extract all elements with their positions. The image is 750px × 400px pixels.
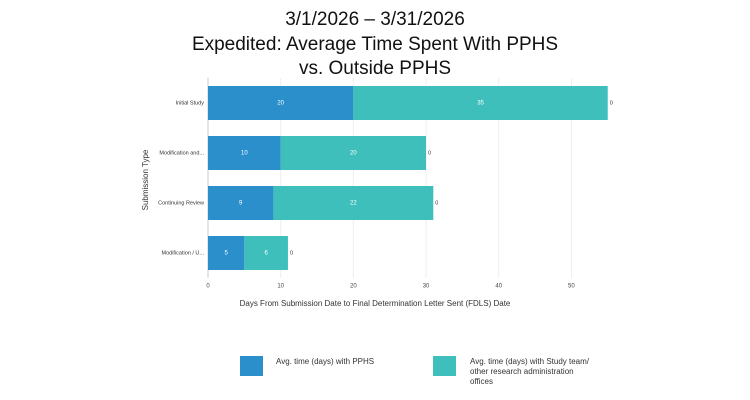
value-label: 10 [241,151,248,157]
bar-segment [208,186,274,220]
x-tick-label: 50 [568,284,575,290]
end-label: 0 [428,150,431,156]
legend-swatch [433,356,456,376]
y-tick-label: Initial Study [176,100,205,106]
y-tick-label: Modification and... [159,150,204,156]
legend-swatch [240,356,263,376]
value-label: 5 [224,251,228,257]
y-axis-label: Submission Type [141,149,150,210]
y-tick-label: Continuing Review [158,200,204,206]
x-tick-label: 10 [277,284,284,290]
bar-segment [208,136,281,170]
bar-segment [273,186,434,220]
end-label: 0 [290,250,293,256]
value-label: 22 [350,201,357,207]
value-label: 20 [350,151,357,157]
x-tick-label: 0 [206,284,210,290]
y-tick-label: Modification / U... [162,250,205,256]
legend-label: Avg. time (days) with PPHS [276,357,375,366]
bar-segment [244,236,288,270]
x-tick-label: 40 [495,284,502,290]
value-label: 20 [277,101,284,107]
x-axis-label: Days From Submission Date to Final Deter… [240,299,511,308]
bar-segment [280,136,427,170]
chart-title: 3/1/2026 – 3/31/2026 [285,9,465,30]
end-label: 0 [610,100,613,106]
value-label: 35 [477,101,484,107]
value-label: 6 [264,251,268,257]
bar-segment [208,236,245,270]
end-label: 0 [435,200,438,206]
value-label: 9 [239,201,243,207]
chart-title: Expedited: Average Time Spent With PPHS [192,34,558,55]
legend-label: Avg. time (days) with Study team/ other … [470,357,590,386]
x-tick-label: 30 [423,284,430,290]
bar-segment [208,86,354,120]
chart-title: vs. Outside PPHS [299,58,451,79]
x-tick-label: 20 [350,284,357,290]
bar-segment [353,86,608,120]
